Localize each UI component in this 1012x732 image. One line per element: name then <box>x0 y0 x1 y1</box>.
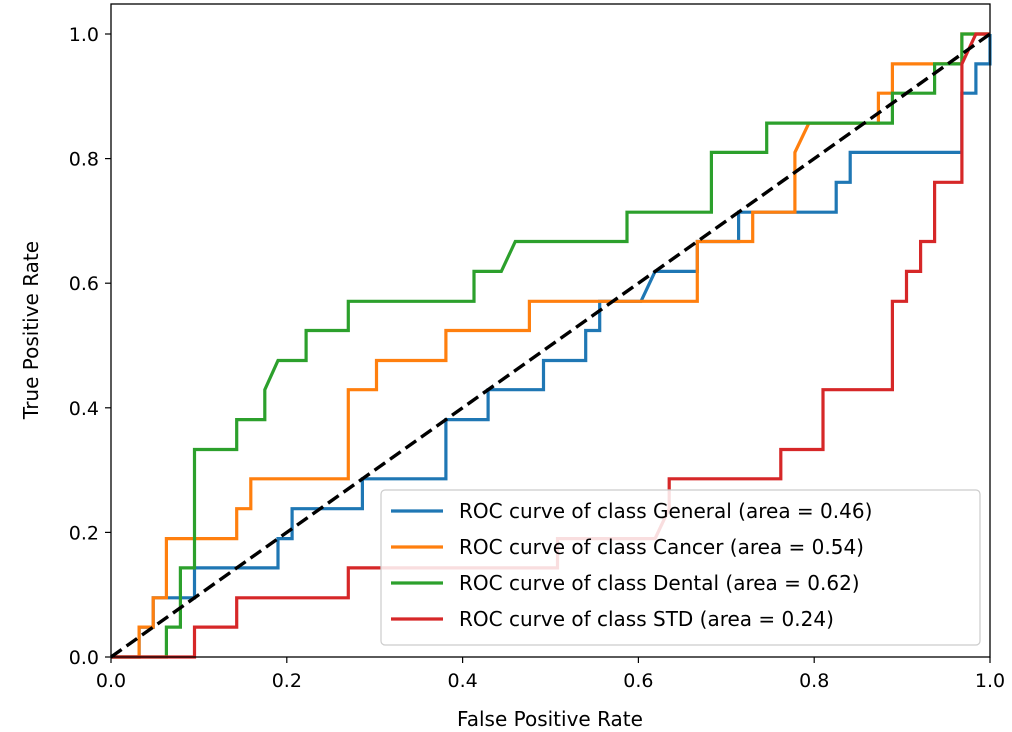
y-tick-label: 0.8 <box>69 149 99 171</box>
series-line-4 <box>111 32 990 659</box>
x-axis-label: False Positive Rate <box>457 707 643 731</box>
axes-frame <box>110 3 991 658</box>
y-tick-label: 0.0 <box>69 647 99 669</box>
y-axis-ticks: 0.0 0.2 0.4 0.6 0.8 1.0 <box>69 24 111 669</box>
x-tick-label: 0.2 <box>272 670 302 692</box>
y-axis-label: True Positive Rate <box>19 241 43 420</box>
series-line-1 <box>111 34 992 659</box>
x-tick-label: 0.0 <box>96 670 126 692</box>
x-axis-ticks: 0.0 0.2 0.4 0.6 0.8 1.0 <box>96 657 1005 692</box>
series-line-2 <box>111 32 990 659</box>
x-tick-label: 0.8 <box>799 670 829 692</box>
x-tick-label: 0.4 <box>447 670 477 692</box>
diagonal-reference-line <box>110 32 991 659</box>
y-tick-label: 0.6 <box>69 273 99 295</box>
legend-box <box>380 489 981 646</box>
legend-entry-1: ROC curve of class General (area = 0.46) <box>459 499 872 523</box>
legend-entry-4: ROC curve of class STD (area = 0.24) <box>459 607 834 631</box>
y-tick-label: 0.4 <box>69 398 99 420</box>
legend: ROC curve of class General (area = 0.46)… <box>380 489 981 646</box>
legend-entry-3: ROC curve of class Dental (area = 0.62) <box>459 571 860 595</box>
x-tick-label: 1.0 <box>975 670 1005 692</box>
plot-lines <box>110 32 992 659</box>
legend-entry-2: ROC curve of class Cancer (area = 0.54) <box>459 535 864 559</box>
y-tick-label: 0.2 <box>69 522 99 544</box>
y-tick-label: 1.0 <box>69 24 99 46</box>
x-tick-label: 0.6 <box>623 670 653 692</box>
